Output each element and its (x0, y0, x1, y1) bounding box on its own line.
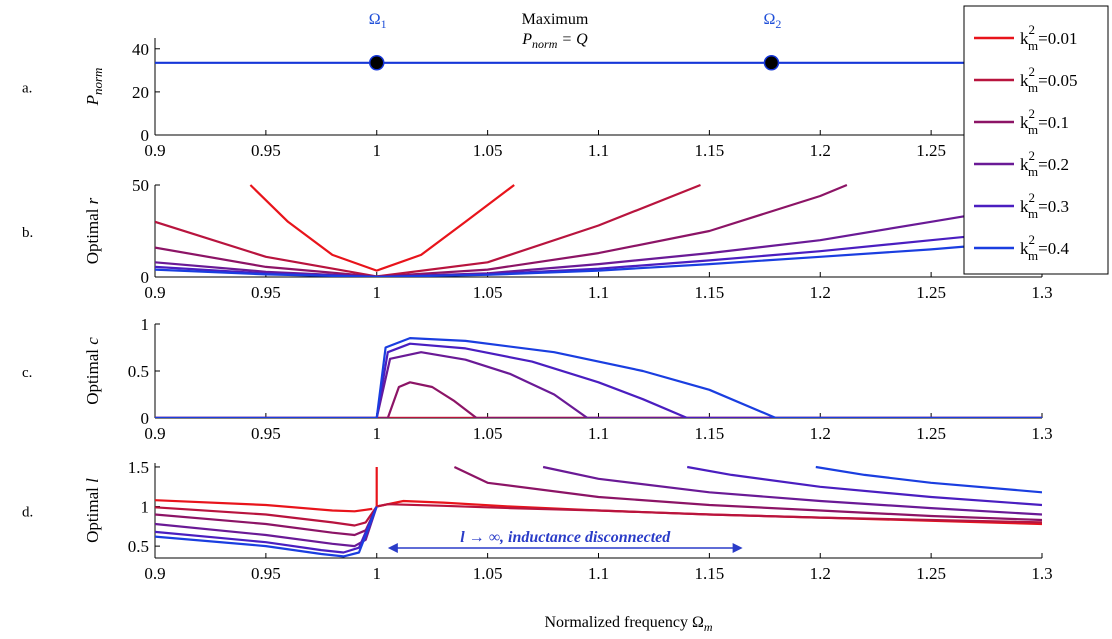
series-line (155, 337, 1042, 418)
x-tick-label: 1.05 (473, 283, 503, 302)
x-tick-label: 0.95 (251, 283, 281, 302)
x-tick-label: 0.95 (251, 141, 281, 160)
series-line (155, 506, 378, 558)
series-line (155, 202, 1042, 277)
annotation-pnorm-q: Pnorm = Q (521, 31, 588, 51)
series-line (815, 465, 1042, 494)
x-tick-label: 1.15 (695, 564, 725, 583)
series-line (542, 465, 1042, 516)
legend-entry: k2 m=0.01 (1020, 22, 1077, 53)
x-tick-label: 0.9 (144, 283, 165, 302)
marker-point (369, 55, 385, 71)
series-line (453, 466, 1042, 522)
x-tick-label: 1.25 (916, 424, 946, 443)
y-tick-label: 0 (141, 268, 150, 287)
panel-letter: a. (22, 81, 32, 97)
y-tick-label: 0 (141, 409, 150, 428)
x-tick-label: 1 (373, 564, 382, 583)
x-tick-label: 1.3 (1031, 564, 1052, 583)
x-tick-label: 1.05 (473, 141, 503, 160)
x-tick-label: 1.25 (916, 141, 946, 160)
annotation-maximum: Maximum (522, 11, 589, 28)
y-tick-label: 0.5 (128, 537, 149, 556)
series-line (155, 506, 378, 554)
y-tick-label: 1.5 (128, 458, 149, 477)
panel-letter: c. (22, 365, 32, 381)
legend-entry: k2 m=0.4 (1020, 232, 1069, 263)
x-tick-label: 1.3 (1031, 424, 1052, 443)
x-tick-label: 1.05 (473, 424, 503, 443)
x-tick-label: 1.15 (695, 283, 725, 302)
panel-letter: d. (22, 505, 33, 521)
panel-3: 0.9 0.95 1 1.05 1.1 1.15 1.2 1.25 1.3 0 0.5 1 c. Opti… (22, 315, 1053, 443)
series-line (155, 342, 1042, 418)
x-tick-label: 0.9 (144, 141, 165, 160)
series-line (155, 183, 848, 277)
arrow-annotation: l → ∞, inductance disconnected (460, 529, 671, 546)
y-tick-label: 50 (132, 176, 149, 195)
marker-label: Ω1 (369, 11, 387, 31)
y-axis-label: Optimal r (83, 197, 102, 264)
x-tick-label: 1.05 (473, 564, 503, 583)
x-tick-label: 1.2 (810, 424, 831, 443)
x-tick-label: 1.2 (810, 283, 831, 302)
legend-box (963, 5, 1109, 275)
y-tick-label: 0 (141, 126, 150, 145)
y-axis-label: Pnorm (83, 68, 105, 107)
series-line (155, 381, 1042, 418)
y-tick-label: 1 (141, 498, 150, 517)
series-line (155, 183, 701, 277)
panel-letter: b. (22, 225, 33, 241)
x-tick-label: 1 (373, 141, 382, 160)
marker-label: Ω2 (763, 11, 781, 31)
x-tick-label: 1 (373, 424, 382, 443)
x-tick-label: 1 (373, 283, 382, 302)
x-tick-label: 0.9 (144, 564, 165, 583)
panel-4: 0.9 0.95 1 1.05 1.1 1.15 1.2 1.25 1.3 0.5 1 1.5 d. Op… (22, 458, 1053, 634)
x-tick-label: 1.25 (916, 283, 946, 302)
series-line (155, 239, 1042, 277)
series-line (155, 499, 373, 513)
marker-point (763, 55, 780, 71)
series-line (687, 465, 1042, 507)
panel-1: 0.9 0.95 1 1.05 1.1 1.15 1.2 1.25 0 20 40 a. Pnorm Ω1… (22, 11, 1042, 160)
x-axis-label: Normalized frequency Ωm (544, 614, 712, 634)
arrow-head-right (732, 543, 743, 554)
legend-entry: k2 m=0.1 (1020, 106, 1069, 137)
x-tick-label: 1.1 (588, 424, 609, 443)
y-axis-label: Optimal l (83, 478, 102, 543)
legend-entry: k2 m=0.2 (1020, 148, 1069, 179)
x-tick-label: 1.3 (1031, 283, 1052, 302)
x-tick-label: 1.15 (695, 424, 725, 443)
series-line (249, 184, 515, 272)
x-tick-label: 1.1 (588, 141, 609, 160)
x-tick-label: 1.2 (810, 141, 831, 160)
x-tick-label: 1.1 (588, 564, 609, 583)
legend: k2 m=0.01 k2 m=0.05 k2 m=0.1 k2 m=0.2 k2 m=0.3 k2 m… (963, 5, 1109, 275)
series-line (155, 506, 378, 548)
y-axis-label: Optimal c (83, 337, 102, 405)
series-line (155, 351, 1042, 418)
arrow-head-left (387, 543, 398, 554)
panel-2: 0.9 0.95 1 1.05 1.1 1.15 1.2 1.25 1.3 0 50 b. Optima… (22, 176, 1053, 302)
x-tick-label: 1.2 (810, 564, 831, 583)
x-tick-label: 1.15 (695, 141, 725, 160)
x-tick-label: 1.1 (588, 283, 609, 302)
y-tick-label: 1 (141, 315, 150, 334)
y-tick-label: 20 (132, 83, 149, 102)
series-line (376, 503, 1042, 524)
legend-entry: k2 m=0.05 (1020, 64, 1077, 95)
x-tick-label: 0.9 (144, 424, 165, 443)
series-line (155, 505, 378, 527)
x-tick-label: 1.25 (916, 564, 946, 583)
x-tick-label: 0.95 (251, 424, 281, 443)
legend-entry: k2 m=0.3 (1020, 190, 1069, 221)
x-tick-label: 0.95 (251, 564, 281, 583)
y-tick-label: 40 (132, 40, 149, 59)
y-tick-label: 0.5 (128, 362, 149, 381)
